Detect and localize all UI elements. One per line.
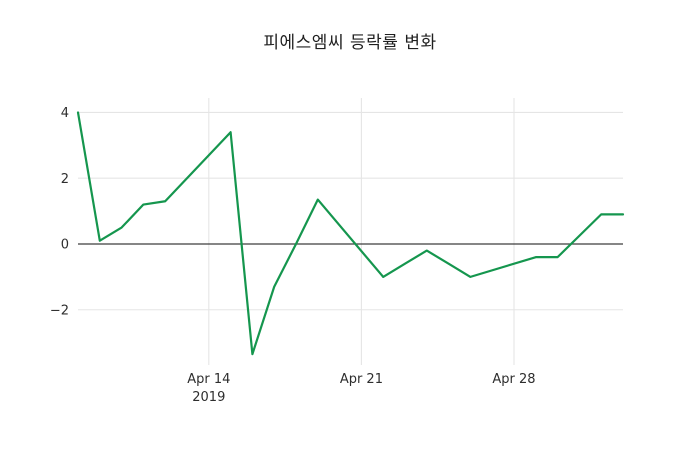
y-tick-label: 0 bbox=[61, 238, 69, 253]
series-line bbox=[76, 111, 625, 356]
x-tick-label: Apr 21 bbox=[340, 372, 383, 387]
x-tick-label: Apr 28 bbox=[492, 372, 535, 387]
chart-title: 피에스엠씨 등락률 변화 bbox=[263, 33, 437, 53]
x-tick-year-label: 2019 bbox=[192, 390, 225, 405]
y-tick-label: −2 bbox=[50, 303, 69, 318]
x-tick-label: Apr 14 bbox=[187, 372, 230, 387]
y-tick-label: 2 bbox=[61, 172, 69, 187]
y-tick-label: 4 bbox=[61, 106, 69, 121]
